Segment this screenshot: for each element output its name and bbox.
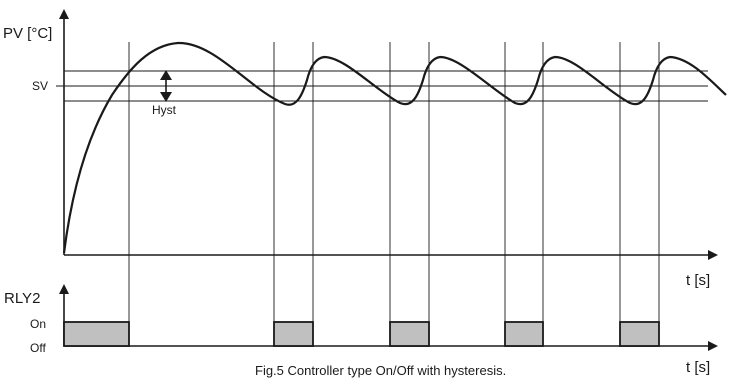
sv-label: SV xyxy=(32,79,48,93)
pv-curve xyxy=(62,41,727,254)
on-label: On xyxy=(30,317,46,331)
figure-caption: Fig.5 Controller type On/Off with hyster… xyxy=(255,363,506,378)
pv-axis-label: PV [°C] xyxy=(3,25,52,42)
hyst-label: Hyst xyxy=(152,103,177,117)
relay-on-pulse xyxy=(273,321,314,347)
relay-axis-label: RLY2 xyxy=(4,290,40,307)
relay-on-pulse xyxy=(389,321,430,347)
off-label: Off xyxy=(30,341,46,355)
hysteresis-arrow-icon xyxy=(160,70,172,102)
switching-lines xyxy=(128,42,660,322)
time-axis-label-bottom: t [s] xyxy=(686,359,710,376)
relay-on-pulse xyxy=(619,321,660,347)
time-axis-label-top: t [s] xyxy=(686,272,710,289)
relay-on-pulse xyxy=(504,321,544,347)
relay-on-pulse xyxy=(63,321,130,347)
